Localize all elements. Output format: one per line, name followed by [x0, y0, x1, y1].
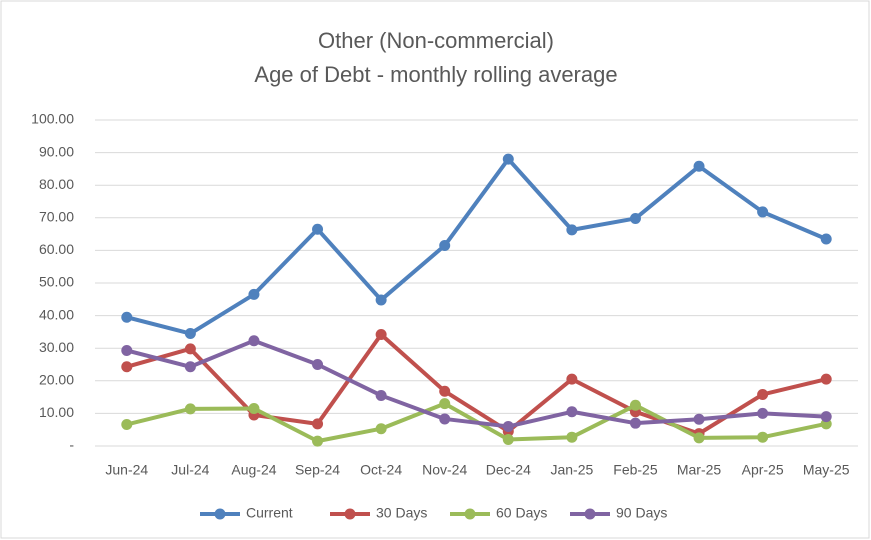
x-tick-label: Feb-25: [613, 462, 658, 478]
y-tick-label: 20.00: [39, 372, 74, 388]
y-tick-label: 70.00: [39, 209, 74, 225]
series-marker: [439, 385, 451, 397]
series-marker: [375, 329, 387, 341]
y-tick-label: 10.00: [39, 404, 74, 420]
legend-label: 60 Days: [496, 505, 547, 521]
series-marker: [566, 431, 578, 443]
y-tick-label: 60.00: [39, 241, 74, 257]
legend-label: Current: [246, 505, 293, 521]
series-marker: [502, 420, 514, 432]
series-marker: [184, 361, 196, 373]
series-marker: [629, 212, 641, 224]
x-tick-label: Apr-25: [742, 462, 784, 478]
series-marker: [439, 240, 451, 252]
legend-label: 90 Days: [616, 505, 667, 521]
series-marker: [312, 418, 324, 430]
series-line: [126, 332, 827, 436]
series-marker: [439, 413, 451, 425]
x-tick-label: Dec-24: [486, 462, 531, 478]
x-tick-label: Jan-25: [550, 462, 593, 478]
x-tick-label: Jun-24: [105, 462, 148, 478]
series-marker: [566, 224, 578, 236]
series-marker: [502, 153, 514, 165]
y-tick-label: 80.00: [39, 176, 74, 192]
x-tick-label: Aug-24: [231, 462, 276, 478]
series-marker: [566, 373, 578, 385]
series-marker: [375, 423, 387, 435]
y-tick-label: 100.00: [31, 111, 74, 127]
legend-marker: [464, 508, 476, 520]
legend-marker: [344, 508, 356, 520]
series-marker: [820, 411, 832, 423]
series-marker: [248, 288, 260, 300]
series-marker: [312, 359, 324, 370]
x-tick-label: Nov-24: [422, 462, 467, 478]
series-marker: [184, 328, 196, 340]
series-marker: [502, 433, 514, 445]
series-marker: [184, 343, 196, 355]
series-line: [126, 338, 827, 429]
y-tick-label: 30.00: [39, 339, 74, 355]
series-marker: [629, 417, 641, 429]
series-marker: [121, 311, 133, 323]
series-marker: [820, 233, 832, 245]
series-marker: [121, 361, 133, 373]
series-marker: [312, 435, 324, 447]
series-marker: [757, 431, 769, 443]
series-marker: [439, 398, 451, 410]
series-marker: [566, 406, 578, 418]
legend-marker: [214, 508, 226, 520]
y-tick-label: 50.00: [39, 274, 74, 290]
legend-label: 30 Days: [376, 505, 427, 521]
series-marker: [184, 403, 196, 415]
series-marker: [375, 389, 387, 401]
y-tick-label: 40.00: [39, 306, 74, 322]
series-marker: [757, 407, 769, 419]
x-tick-label: Jul-24: [171, 462, 209, 478]
series-marker: [693, 432, 705, 444]
legend-marker: [584, 508, 596, 520]
series-marker: [757, 388, 769, 400]
series-marker: [629, 399, 641, 411]
series-marker: [312, 223, 324, 235]
series-line: [126, 157, 827, 336]
chart-subtitle: Age of Debt - monthly rolling average: [254, 62, 617, 87]
series-marker: [248, 403, 260, 415]
x-tick-label: Mar-25: [677, 462, 722, 478]
series-marker: [121, 344, 133, 356]
series-marker: [248, 335, 260, 347]
x-tick-label: Sep-24: [295, 462, 340, 478]
series-marker: [375, 294, 387, 306]
y-tick-label: -: [69, 437, 74, 453]
x-tick-label: Oct-24: [360, 462, 402, 478]
y-tick-label: 90.00: [39, 143, 74, 159]
chart-title: Other (Non-commercial): [318, 28, 554, 53]
x-tick-label: May-25: [803, 462, 850, 478]
series-marker: [820, 373, 832, 385]
series-marker: [693, 160, 705, 172]
series-marker: [693, 413, 705, 425]
series-marker: [121, 418, 133, 430]
series-marker: [757, 206, 769, 218]
